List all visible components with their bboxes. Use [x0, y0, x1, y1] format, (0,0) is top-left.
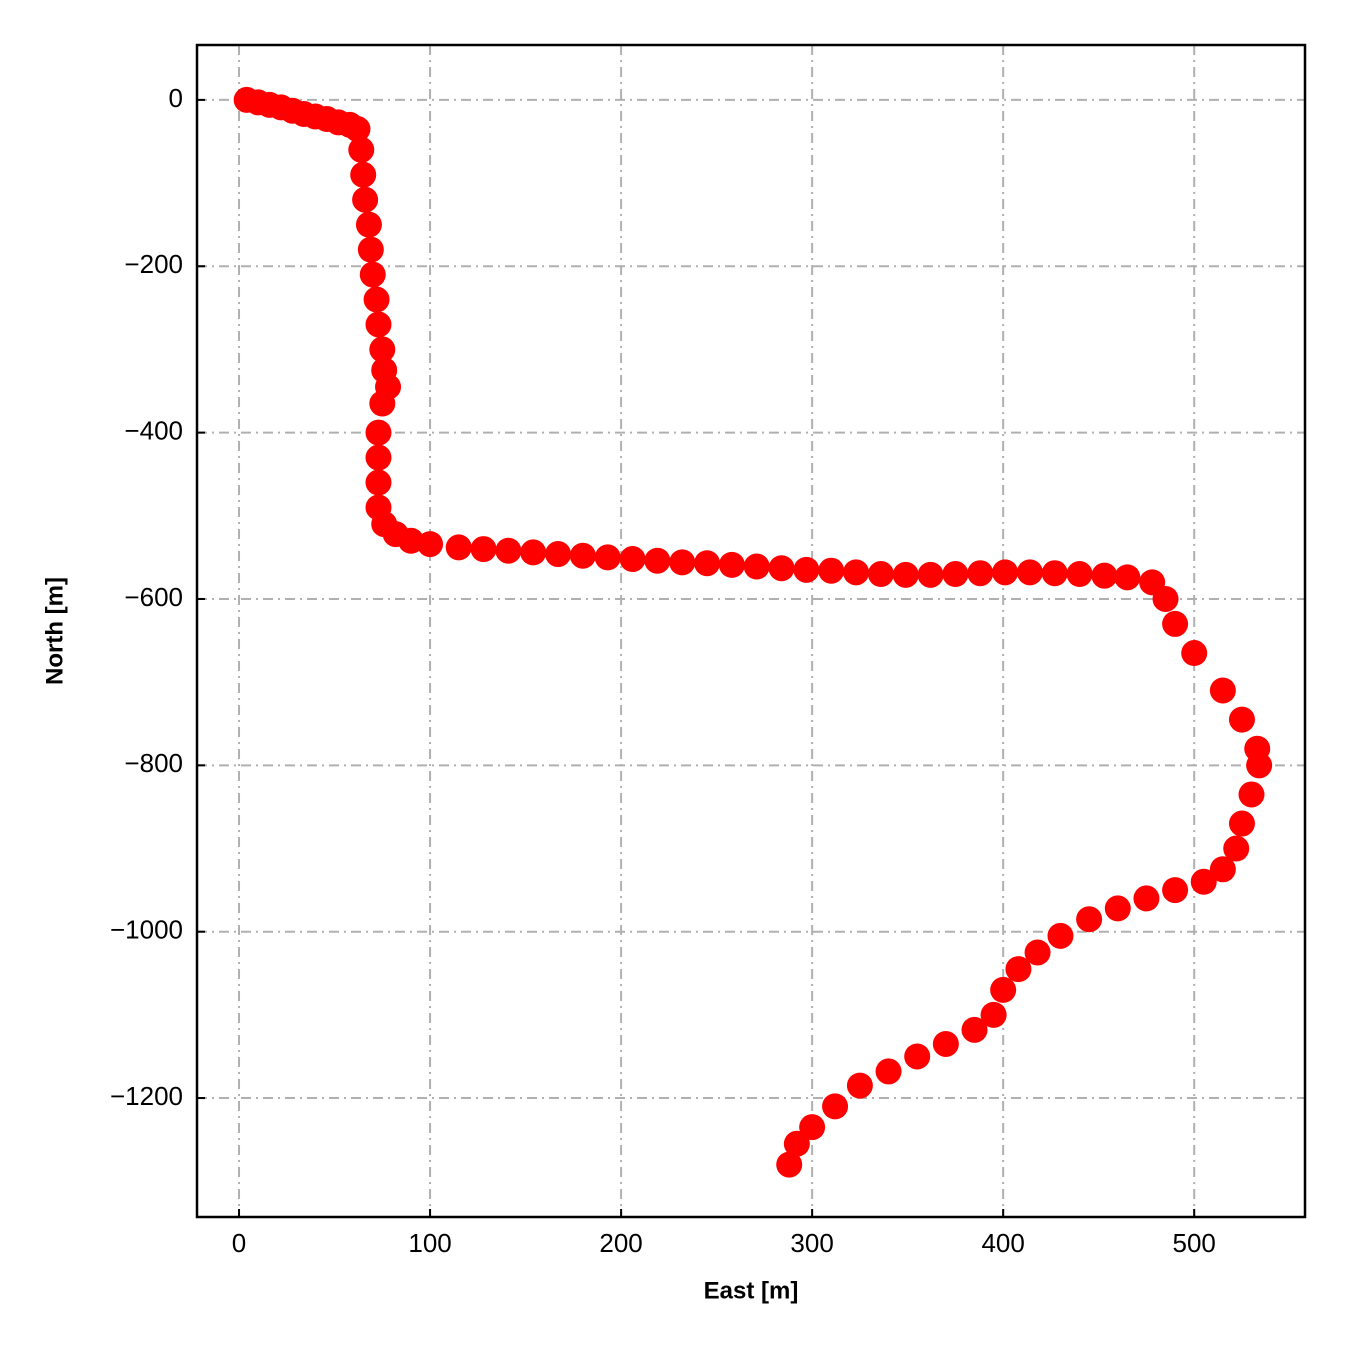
point — [961, 1016, 988, 1043]
point — [369, 336, 396, 363]
point — [743, 553, 770, 580]
y-tick-label: −200 — [124, 249, 183, 279]
point — [1190, 868, 1217, 895]
point — [892, 561, 919, 588]
point — [990, 976, 1017, 1003]
point — [904, 1043, 931, 1070]
point — [369, 390, 396, 417]
point — [822, 1093, 849, 1120]
x-tick-label: 500 — [1173, 1228, 1216, 1258]
point — [1005, 956, 1032, 983]
x-axis-label: East [m] — [704, 1277, 799, 1304]
point — [619, 546, 646, 573]
point — [350, 161, 377, 188]
point — [365, 419, 392, 446]
y-tick-label: −400 — [124, 415, 183, 445]
point — [1024, 939, 1051, 966]
y-tick-label: −800 — [124, 748, 183, 778]
point — [644, 547, 671, 574]
point — [1162, 610, 1189, 637]
point — [365, 469, 392, 496]
x-tick-label: 0 — [232, 1228, 246, 1258]
point — [594, 544, 621, 571]
y-tick-label: −1000 — [110, 915, 183, 945]
point — [365, 444, 392, 471]
point — [1228, 810, 1255, 837]
point — [417, 531, 444, 558]
x-tick-label: 100 — [408, 1228, 451, 1258]
x-tick-label: 400 — [981, 1228, 1024, 1258]
point — [846, 1072, 873, 1099]
y-tick-label: −1200 — [110, 1081, 183, 1111]
point — [942, 561, 969, 588]
point — [694, 550, 721, 577]
point — [1246, 752, 1273, 779]
point — [348, 136, 375, 163]
point — [357, 236, 384, 263]
point — [793, 556, 820, 583]
point — [1181, 640, 1208, 667]
y-tick-label: 0 — [169, 83, 183, 113]
point — [355, 211, 382, 238]
point — [818, 557, 845, 584]
point — [783, 1130, 810, 1157]
point — [718, 551, 745, 578]
point — [445, 534, 472, 561]
point — [1041, 560, 1068, 587]
point — [1076, 906, 1103, 933]
y-tick-label: −600 — [124, 582, 183, 612]
point — [875, 1058, 902, 1085]
point — [1152, 585, 1179, 612]
point — [363, 286, 390, 313]
point — [669, 549, 696, 576]
point — [1162, 877, 1189, 904]
point — [569, 542, 596, 569]
point — [1228, 706, 1255, 733]
point — [932, 1030, 959, 1057]
point — [1238, 781, 1265, 808]
point — [470, 536, 497, 563]
point — [768, 555, 795, 582]
point — [1114, 564, 1141, 591]
point — [495, 537, 522, 564]
point — [980, 1001, 1007, 1028]
point — [992, 559, 1019, 586]
point — [917, 561, 944, 588]
point — [545, 541, 572, 568]
point — [344, 116, 371, 143]
point — [1047, 922, 1074, 949]
point — [359, 261, 386, 288]
x-tick-label: 200 — [599, 1228, 642, 1258]
point — [867, 561, 894, 588]
point — [365, 311, 392, 338]
x-tick-label: 300 — [790, 1228, 833, 1258]
point — [352, 186, 379, 213]
point — [843, 559, 870, 586]
point — [1104, 895, 1131, 922]
point — [967, 560, 994, 587]
y-axis-label: North [m] — [41, 577, 68, 685]
point — [1209, 856, 1236, 883]
point — [520, 539, 547, 566]
plot-frame — [195, 43, 1307, 1219]
point — [1091, 562, 1118, 589]
point — [799, 1114, 826, 1141]
point — [1133, 885, 1160, 912]
point — [1066, 561, 1093, 588]
point — [1209, 677, 1236, 704]
point — [1223, 835, 1250, 862]
point — [776, 1151, 803, 1178]
point — [1016, 559, 1043, 586]
